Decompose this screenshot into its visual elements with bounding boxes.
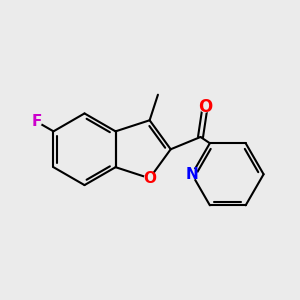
Circle shape [31,116,42,127]
Text: N: N [185,167,198,182]
Text: O: O [198,98,212,116]
Circle shape [145,173,155,183]
Text: F: F [31,114,42,129]
Circle shape [200,102,210,112]
Text: O: O [143,171,156,186]
Circle shape [187,169,197,179]
